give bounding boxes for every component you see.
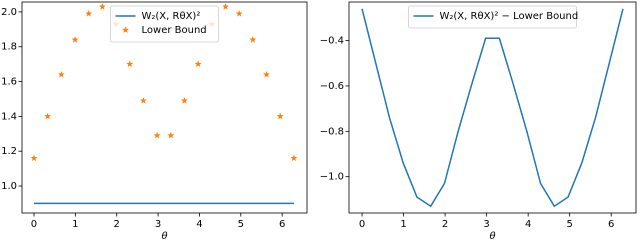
y-tick-label: 1.0 <box>1 181 17 192</box>
y-tick-label: −0.4 <box>320 36 344 47</box>
x-tick-label: 4 <box>525 219 531 230</box>
x-tick-label: 5 <box>238 219 244 230</box>
y-tick-label: 1.8 <box>1 42 17 53</box>
star-marker <box>181 97 188 104</box>
y-tick-label: 1.2 <box>1 146 17 157</box>
x-tick-label: 4 <box>196 219 202 230</box>
x-tick-label: 0 <box>359 219 365 230</box>
legend-label: Lower Bound <box>142 25 207 36</box>
star-marker <box>98 3 106 10</box>
y-tick-label: 1.6 <box>1 77 17 88</box>
y-tick-label: 1.4 <box>1 111 17 122</box>
star-marker <box>126 60 134 68</box>
star-marker <box>153 131 161 139</box>
y-tick-label: −0.8 <box>320 126 344 137</box>
star-marker <box>57 71 65 78</box>
x-axis-label: θ <box>489 231 495 241</box>
legend-box <box>408 5 577 29</box>
star-marker <box>167 131 175 139</box>
x-tick-label: 0 <box>31 219 37 230</box>
axes-frame <box>21 1 308 214</box>
legend-label: W₂(X, RθX)² <box>142 11 201 22</box>
star-marker <box>235 10 243 17</box>
x-tick-label: 6 <box>279 219 285 230</box>
axes-frame <box>348 1 637 214</box>
star-marker <box>44 112 52 120</box>
legend-label: W₂(X, RθX)² − Lower Bound <box>440 11 579 22</box>
x-tick-label: 2 <box>442 219 448 230</box>
star-marker <box>276 112 284 120</box>
star-marker <box>290 154 298 162</box>
star-marker <box>222 3 229 10</box>
star-marker <box>263 71 270 78</box>
x-tick-label: 6 <box>608 219 614 230</box>
star-marker <box>249 36 257 43</box>
x-tick-label: 5 <box>566 219 572 230</box>
x-tick-label: 1 <box>400 219 406 230</box>
star-marker <box>85 10 93 17</box>
y-tick-label: −0.6 <box>320 81 344 92</box>
star-marker <box>194 60 202 68</box>
x-tick-label: 3 <box>155 219 161 230</box>
x-tick-label: 2 <box>114 219 120 230</box>
x-tick-label: 3 <box>483 219 489 230</box>
line-series <box>361 8 624 208</box>
star-marker <box>30 154 38 162</box>
x-tick-label: 1 <box>72 219 78 230</box>
x-axis-label: θ <box>161 231 167 241</box>
y-tick-label: −1.0 <box>320 172 344 183</box>
legend-box <box>110 5 219 43</box>
star-marker <box>71 36 79 43</box>
star-marker <box>140 97 147 104</box>
legend-marker <box>122 26 129 33</box>
y-tick-label: 2.0 <box>1 7 17 18</box>
